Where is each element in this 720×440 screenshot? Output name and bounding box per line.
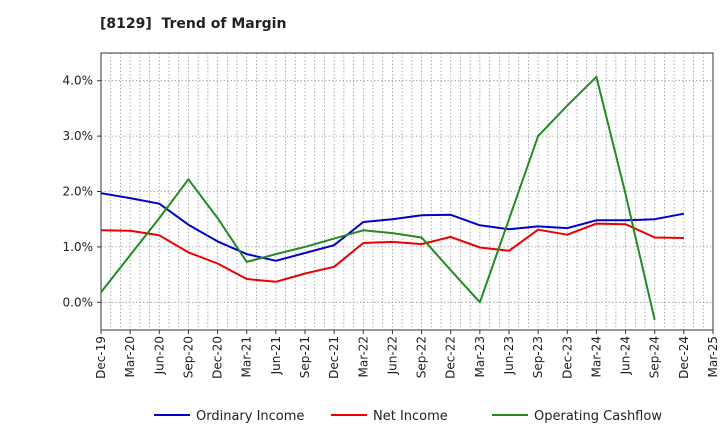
x-tick-label: Mar-23: [473, 336, 487, 377]
y-axis: 0.0% 1.0% 2.0% 3.0% 4.0%: [63, 74, 101, 309]
x-tick-label: Sep-23: [531, 336, 545, 378]
series-line: [100, 75, 656, 321]
x-tick-label: Mar-22: [356, 336, 370, 377]
x-tick-label: Jun-22: [385, 336, 399, 375]
x-tick-label: Dec-22: [444, 336, 458, 379]
x-tick-label: Jun-20: [152, 336, 166, 375]
x-tick-label: Sep-24: [648, 336, 662, 378]
x-tick-label: Mar-25: [706, 336, 720, 377]
x-tick-label: Sep-21: [298, 336, 312, 378]
x-tick-label: Jun-24: [619, 336, 633, 375]
x-tick-label: Mar-20: [123, 336, 137, 377]
x-tick-label: Dec-20: [211, 336, 225, 379]
x-tick-label: Dec-19: [94, 336, 108, 379]
series-lines: [100, 75, 685, 321]
x-tick-label: Dec-23: [560, 336, 574, 379]
x-tick-label: Sep-20: [181, 336, 195, 378]
legend-label: Ordinary Income: [196, 409, 304, 424]
series-line: [100, 192, 685, 262]
gridlines: [101, 53, 713, 330]
x-tick-label: Jun-21: [269, 336, 283, 375]
legend-label: Operating Cashflow: [534, 409, 662, 424]
legend: Ordinary Income Net Income Operating Cashf…: [154, 409, 662, 424]
x-tick-label: Dec-24: [677, 336, 691, 379]
x-axis: Dec-19 Mar-20 Jun-20 Sep-20 Dec-20 Mar-21 Jun-…: [94, 330, 720, 379]
y-tick-label: 4.0%: [63, 74, 94, 88]
legend-label: Net Income: [373, 409, 448, 424]
x-tick-label: Mar-21: [240, 336, 254, 377]
y-tick-label: 2.0%: [63, 185, 94, 199]
series-line: [100, 222, 684, 283]
x-tick-label: Mar-24: [589, 336, 603, 377]
y-tick-label: 1.0%: [63, 240, 94, 254]
y-tick-label: 0.0%: [63, 295, 94, 309]
chart-title: [8129] Trend of Margin: [100, 16, 287, 32]
x-tick-label: Jun-23: [502, 336, 516, 375]
x-tick-label: Sep-22: [415, 336, 429, 378]
y-tick-label: 3.0%: [63, 129, 94, 143]
x-tick-label: Dec-21: [327, 336, 341, 379]
